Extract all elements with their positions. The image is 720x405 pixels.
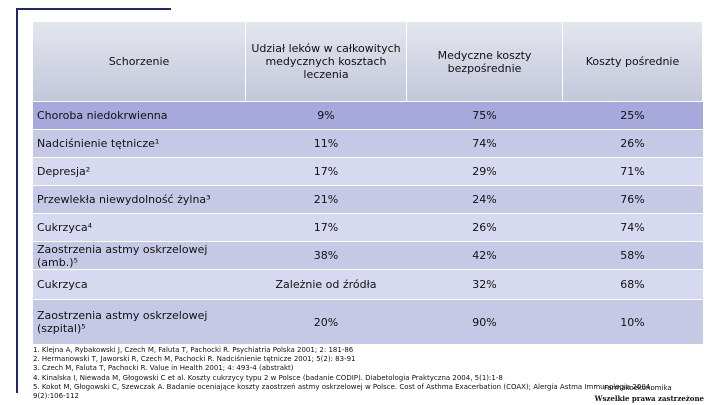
table-row: Zaostrzenia astmy oskrzelowej (szpital)⁵…: [33, 299, 703, 344]
footnote: 1. Klejna A, Rybakowski J, Czech M, Falu…: [33, 346, 354, 354]
rights: Wszelkie prawa zastrzeżone: [594, 394, 704, 403]
table-cell: 42%: [406, 241, 563, 270]
table-cell: 74%: [562, 213, 703, 242]
table-cell: Zależnie od źródła: [245, 269, 407, 300]
table-cell: 58%: [562, 241, 703, 270]
table-cell: 20%: [245, 299, 407, 344]
table-cell: 38%: [245, 241, 407, 270]
column-header: Udział leków w całkowitych medycznych ko…: [245, 22, 407, 102]
table-cell: 21%: [245, 185, 407, 214]
footnote: 4. Kinalska I, Niewada M, Głogowski C et…: [33, 373, 503, 382]
table-cell: 90%: [406, 299, 563, 344]
table-cell: Przewlekła niewydolność żylna³: [33, 185, 246, 214]
footnotes: 1. Klejna A, Rybakowski J, Czech M, Falu…: [33, 346, 703, 401]
overlap-label: Farmakoekonomika: [604, 384, 672, 392]
footnote: 9(2):106-112: [33, 392, 79, 401]
table-cell: Nadciśnienie tętnicze¹: [33, 129, 246, 158]
table-row: Przewlekła niewydolność żylna³ 21% 24% 76%: [33, 185, 703, 214]
table-cell: 25%: [562, 101, 703, 130]
table-row: Cukrzyca Zależnie od źródła 32% 68%: [33, 269, 703, 300]
header-row: Schorzenie Udział leków w całkowitych med…: [33, 22, 703, 102]
table-row: Depresja² 17% 29% 71%: [33, 157, 703, 186]
accent-line: [16, 8, 18, 393]
table-cell: 71%: [562, 157, 703, 186]
table-cell: 17%: [245, 213, 407, 242]
table-cell: Cukrzyca⁴: [33, 213, 246, 242]
table-cell: Depresja²: [33, 157, 246, 186]
footnote: 3. Czech M, Faluta T, Pachocki R. Value …: [33, 364, 294, 373]
table-cell: Zaostrzenia astmy oskrzelowej (szpital)⁵: [33, 299, 246, 344]
table-cell: 24%: [406, 185, 563, 214]
table-cell: 68%: [562, 269, 703, 300]
cost-table: Schorzenie Udział leków w całkowitych med…: [33, 22, 703, 344]
column-header: Schorzenie: [33, 22, 246, 102]
table-body: Choroba niedokrwienna 9% 75% 25% Nadciśnieni…: [33, 101, 703, 344]
table-cell: 74%: [406, 129, 563, 158]
table-row: Zaostrzenia astmy oskrzelowej (amb.)⁵ 38%…: [33, 241, 703, 270]
table-cell: Choroba niedokrwienna: [33, 101, 246, 130]
footnote: 2. Hermanowski T, Jaworski R, Czech M, P…: [33, 355, 356, 364]
table-cell: Zaostrzenia astmy oskrzelowej (amb.)⁵: [33, 241, 246, 270]
accent-line: [16, 8, 171, 10]
table-cell: 32%: [406, 269, 563, 300]
table-cell: 11%: [245, 129, 407, 158]
table-row: Cukrzyca⁴ 17% 26% 74%: [33, 213, 703, 242]
footnote: 5. Kokot M, Głogowski C, Szewczak A. Bad…: [33, 382, 653, 391]
table-cell: 26%: [406, 213, 563, 242]
table-cell: 26%: [562, 129, 703, 158]
table-cell: Cukrzyca: [33, 269, 246, 300]
table-cell: 29%: [406, 157, 563, 186]
table-cell: 76%: [562, 185, 703, 214]
table-cell: 75%: [406, 101, 563, 130]
table-row: Choroba niedokrwienna 9% 75% 25%: [33, 101, 703, 130]
column-header: Medyczne koszty bezpośrednie: [406, 22, 563, 102]
table-cell: 9%: [245, 101, 407, 130]
column-header: Koszty pośrednie: [562, 22, 703, 102]
table-row: Nadciśnienie tętnicze¹ 11% 74% 26%: [33, 129, 703, 158]
table-cell: 10%: [562, 299, 703, 344]
table-cell: 17%: [245, 157, 407, 186]
